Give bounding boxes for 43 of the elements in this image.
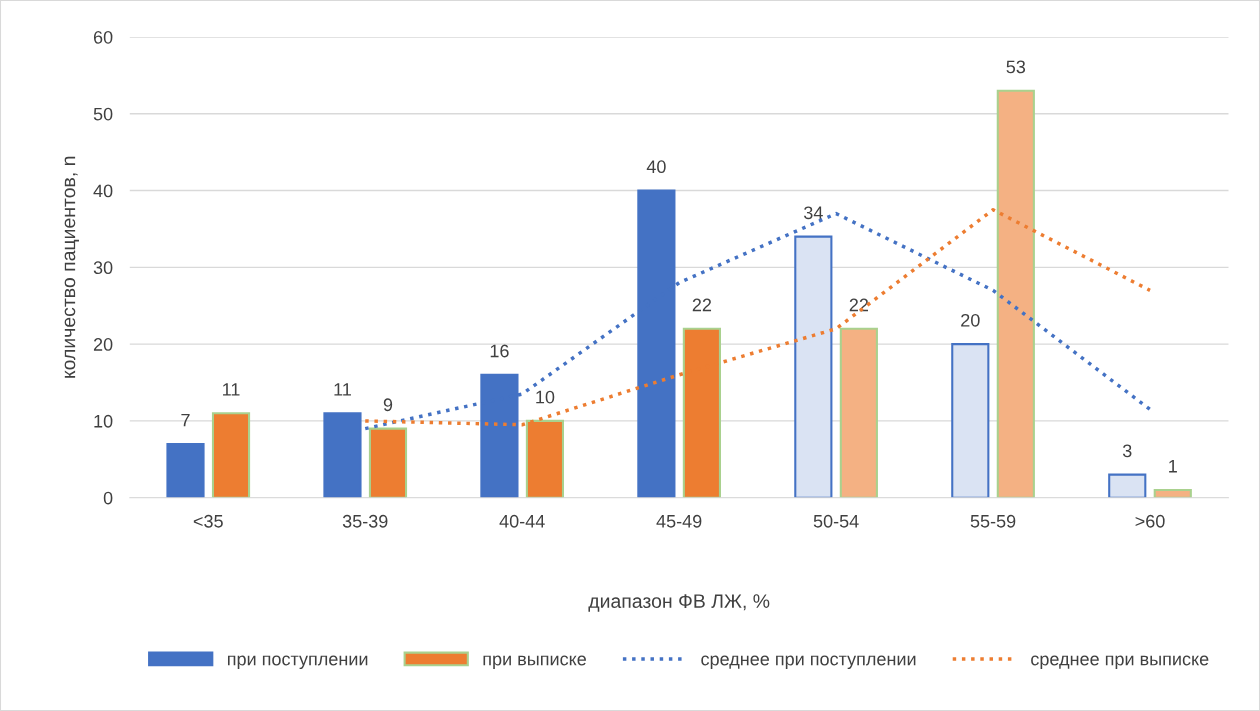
- y-tick-label: 50: [93, 107, 113, 121]
- bar: [1153, 488, 1192, 498]
- x-tick-label: 55-59: [970, 514, 1016, 528]
- data-label: 16: [490, 344, 509, 358]
- x-axis-title: диапазон ФВ ЛЖ, %: [588, 594, 770, 612]
- x-tick-label: <35: [193, 514, 223, 528]
- y-tick-label: 10: [94, 414, 113, 428]
- legend-label: при выписке: [483, 655, 586, 669]
- data-label: 40: [646, 160, 666, 174]
- x-tick-label: 50-54: [813, 514, 859, 528]
- y-tick-label: 40: [93, 184, 113, 198]
- data-label: 53: [1006, 60, 1026, 74]
- data-label: 11: [334, 383, 351, 396]
- bar: [211, 412, 251, 498]
- y-tick-label: 20: [93, 338, 113, 351]
- data-label: 11: [223, 383, 240, 396]
- legend-label: при поступлении: [228, 655, 368, 669]
- x-tick-label: 45-49: [656, 514, 702, 528]
- bar: [1108, 473, 1147, 498]
- bar: [368, 427, 408, 498]
- bar: [323, 412, 362, 498]
- data-label: 34: [803, 206, 823, 220]
- data-label: 22: [692, 298, 712, 312]
- x-tick-label: 40-44: [499, 514, 545, 528]
- data-label: 7: [181, 413, 190, 427]
- bar: [166, 442, 205, 498]
- legend-label: среднее при поступлении: [701, 655, 916, 669]
- bar: [794, 235, 833, 498]
- x-tick-label: 35-39: [342, 514, 388, 528]
- bar: [951, 343, 990, 498]
- data-label: 9: [383, 398, 393, 412]
- bar: [839, 327, 878, 498]
- y-tick-label: 0: [103, 491, 113, 505]
- bar: [996, 89, 1035, 498]
- data-label: 1: [1169, 459, 1177, 473]
- y-tick-label: 60: [93, 30, 113, 44]
- data-label: 10: [536, 390, 555, 404]
- x-tick-label: >60: [1135, 514, 1165, 528]
- data-label: 3: [1122, 444, 1132, 458]
- y-tick-label: 30: [93, 261, 113, 275]
- data-label: 20: [961, 313, 980, 327]
- legend-label: среднее при выписке: [1031, 655, 1209, 669]
- y-axis-title: количество пациентов, n: [64, 156, 79, 378]
